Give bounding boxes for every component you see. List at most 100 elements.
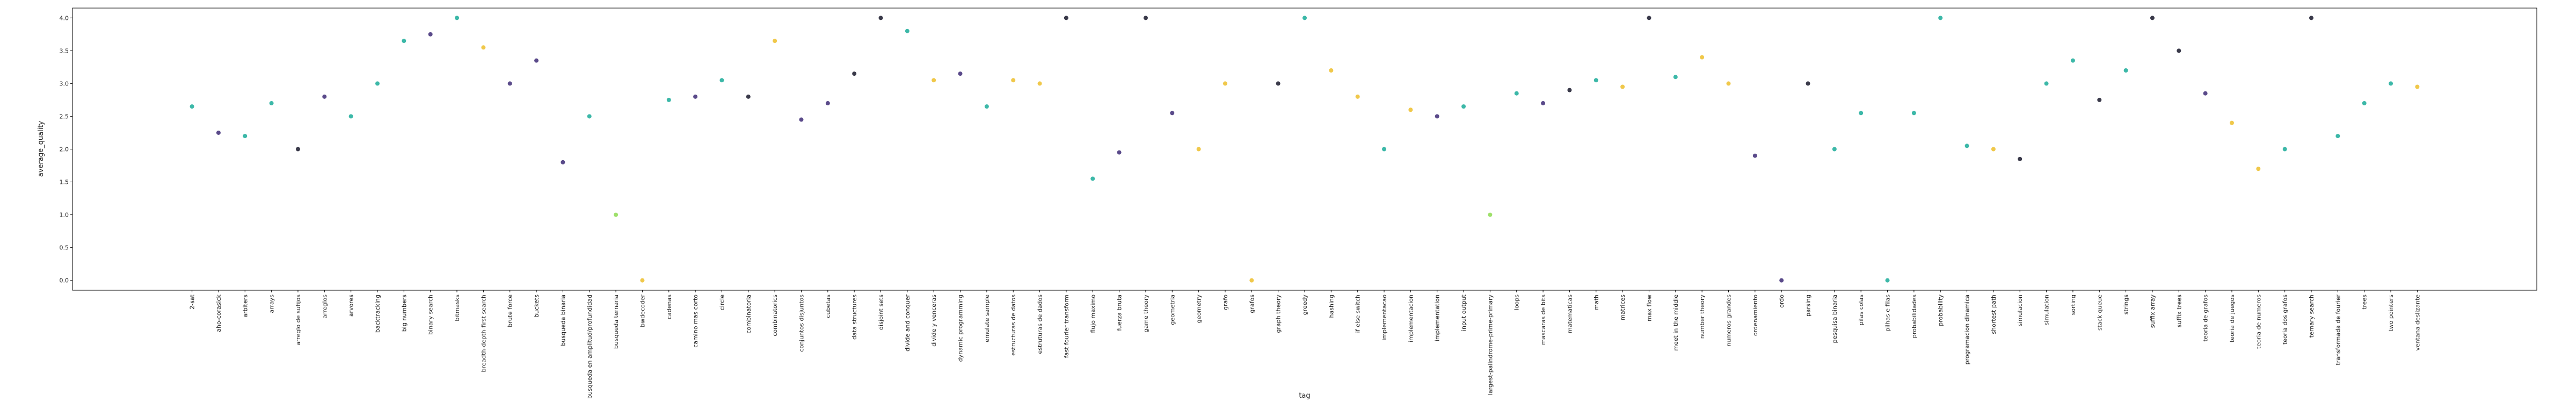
data-point [1991, 147, 1996, 152]
data-point [1196, 147, 1201, 152]
x-tick-label: meet in the middle [1672, 295, 1679, 351]
x-tick-label: arvores [348, 295, 355, 317]
data-point [2256, 167, 2261, 171]
data-point [905, 28, 909, 33]
x-tick-label: transformada de fourier [2334, 295, 2341, 365]
data-point [1408, 107, 1413, 112]
data-point [1726, 81, 1731, 86]
data-point [561, 160, 565, 164]
x-tick-label: strings [2123, 295, 2130, 315]
x-tick-label: probability [1937, 295, 1944, 326]
data-point [799, 117, 804, 122]
x-tick-label: numeros grandes [1725, 295, 1732, 347]
x-tick-label: data structures [851, 295, 858, 340]
data-point [402, 39, 406, 44]
x-tick-label: arreglos [321, 295, 328, 319]
data-point [1329, 68, 1334, 73]
data-point [1382, 147, 1387, 152]
x-tick-label: cubetas [825, 295, 832, 318]
data-point [2203, 91, 2208, 96]
x-tick-label: mascaras de bits [1540, 295, 1547, 345]
data-point [693, 94, 698, 99]
x-tick-label: big numbers [401, 295, 407, 332]
data-point [1222, 81, 1227, 86]
x-tick-label: simulacion [2017, 295, 2024, 326]
data-point [1037, 81, 1042, 86]
x-tick-label: programacion dinamica [1964, 295, 1971, 364]
plot-frame [72, 8, 2537, 291]
y-tick-label: 2.0 [60, 146, 69, 153]
data-point [984, 104, 989, 109]
x-tick-label: divide y venceras [930, 295, 937, 347]
data-point [958, 71, 963, 76]
x-tick-label: bwdecoder [639, 295, 646, 327]
x-tick-label: disjoint sets [878, 295, 885, 330]
x-tick-label: loops [1513, 295, 1520, 310]
data-point [2044, 81, 2049, 86]
x-tick-label: input output [1460, 294, 1467, 331]
x-tick-label: busqueda binaria [559, 295, 566, 346]
x-tick-label: parsing [1805, 295, 1812, 317]
data-point [878, 16, 883, 20]
data-point [1752, 153, 1757, 158]
x-tick-label: geometry [1196, 295, 1203, 324]
data-point [216, 130, 221, 135]
x-tick-label: combinatoria [745, 295, 752, 334]
x-tick-label: suffix array [2149, 295, 2156, 328]
x-tick-label: 2-sat [189, 294, 196, 309]
data-point [1620, 84, 1625, 89]
x-tick-label: probabilidades [1911, 295, 1918, 338]
x-tick-label: cadenas [666, 295, 673, 319]
data-point [614, 212, 618, 217]
data-point [428, 32, 433, 37]
x-tick-label: emulate sample [984, 295, 991, 342]
x-tick-label: implementacion [1407, 295, 1414, 342]
data-point [1647, 16, 1651, 20]
x-tick-label: two pointers [2388, 295, 2395, 332]
data-point [1700, 55, 1705, 60]
data-point [852, 71, 857, 76]
data-point [2070, 58, 2075, 63]
x-tick-label: sorting [2070, 295, 2077, 315]
data-point [2335, 134, 2340, 139]
y-tick-label: 3.5 [60, 47, 69, 54]
x-tick-label: teoria de numeros [2255, 295, 2262, 349]
data-point [1090, 176, 1095, 181]
x-tick-label: teoria dos grafos [2282, 295, 2289, 345]
data-point [1064, 16, 1068, 20]
x-tick-label: pilas colas [1858, 295, 1865, 326]
data-point [507, 81, 512, 86]
x-tick-label: simulation [2043, 295, 2050, 325]
x-tick-label: divide and conquer [904, 295, 911, 352]
x-tick-label: matrices [1619, 295, 1626, 320]
x-tick-label: backtracking [374, 295, 381, 333]
x-tick-label: brute force [507, 295, 514, 327]
x-tick-label: flujo maximo [1089, 295, 1096, 333]
data-point [2229, 120, 2234, 125]
x-tick-label: suffix trees [2175, 295, 2182, 327]
data-point [322, 94, 327, 99]
x-tick-label: fast fourier transform [1063, 295, 1070, 358]
data-point [1302, 16, 1307, 20]
x-tick-label: if else switch [1355, 295, 1362, 333]
data-point [1567, 88, 1572, 92]
data-point [640, 278, 645, 283]
x-tick-label: hashing [1328, 295, 1335, 318]
data-point [2018, 156, 2022, 161]
y-tick-label: 0.5 [60, 245, 69, 252]
data-point [1170, 111, 1175, 116]
data-point [2123, 68, 2128, 73]
x-tick-label: buckets [533, 295, 540, 318]
data-point [1859, 111, 1864, 116]
data-point [1911, 111, 1916, 116]
data-point [1514, 91, 1519, 96]
x-tick-label: fuerza bruta [1116, 295, 1123, 331]
x-tick-label: implementation [1434, 295, 1441, 341]
data-point [1806, 81, 1810, 86]
data-point [269, 101, 274, 106]
data-point [1435, 114, 1439, 119]
x-tick-label: pesquisa binaria [1831, 295, 1838, 343]
x-tick-label: ventana deslizante [2414, 295, 2421, 351]
data-point [534, 58, 539, 63]
